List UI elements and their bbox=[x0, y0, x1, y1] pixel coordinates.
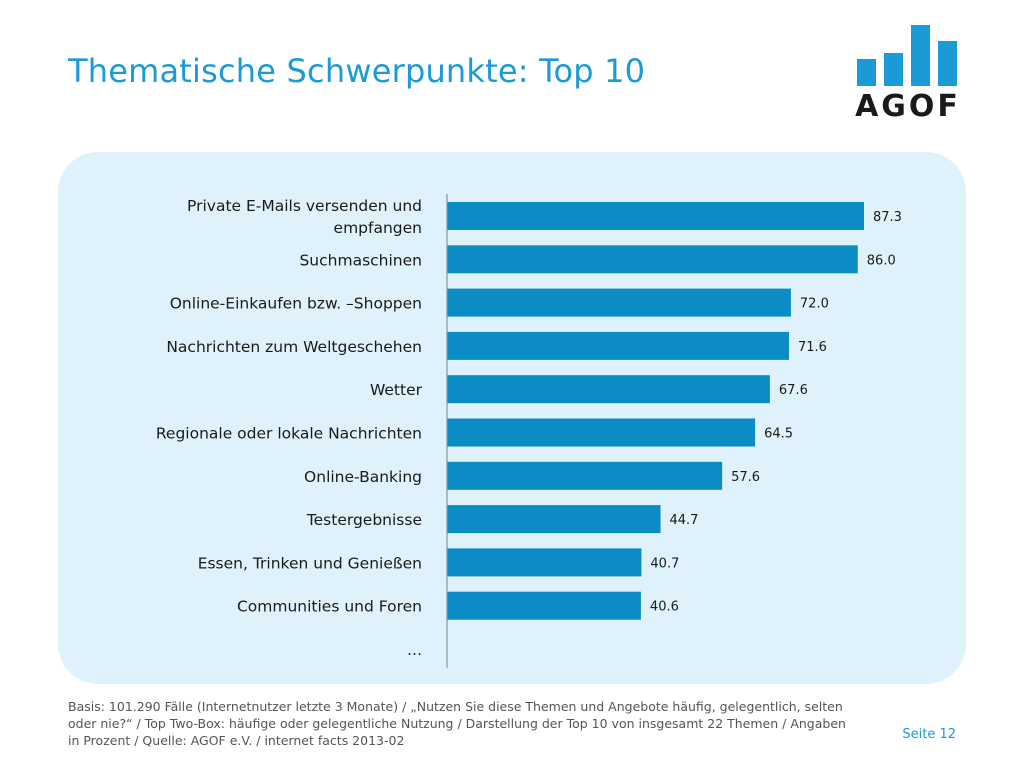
data-label: 71.6 bbox=[798, 340, 827, 355]
logo-text: AGOF bbox=[855, 89, 961, 124]
category-label: Communities und Foren bbox=[237, 598, 422, 616]
category-label: Regionale oder lokale Nachrichten bbox=[156, 425, 422, 443]
bar bbox=[447, 418, 756, 447]
bar bbox=[447, 288, 791, 317]
page-number: Seite 12 bbox=[902, 727, 956, 742]
bar-chart: 87.3 Private E-Mails versenden und empfang… bbox=[156, 194, 902, 668]
page-title: Thematische Schwerpunkte: Top 10 bbox=[68, 52, 646, 90]
logo-bar bbox=[938, 41, 957, 86]
logo-bar bbox=[857, 59, 876, 86]
bar bbox=[447, 375, 770, 404]
agof-logo: AGOF bbox=[852, 24, 964, 122]
footnote: Basis: 101.290 Fälle (Internetnutzer let… bbox=[68, 699, 846, 748]
bar bbox=[447, 461, 723, 490]
category-label: Suchmaschinen bbox=[299, 251, 422, 269]
data-label: 72.0 bbox=[800, 297, 829, 312]
bar bbox=[447, 245, 858, 274]
category-label-more: … bbox=[407, 641, 422, 659]
bar bbox=[447, 202, 864, 230]
bar bbox=[447, 591, 641, 620]
category-label: Online-Einkaufen bzw. –Shoppen bbox=[170, 295, 422, 313]
data-label: 64.5 bbox=[764, 427, 793, 442]
category-label: Testergebnisse bbox=[306, 511, 422, 529]
category-label: Wetter bbox=[370, 381, 423, 399]
data-label: 86.0 bbox=[867, 253, 896, 268]
logo-bar bbox=[884, 53, 903, 86]
bar bbox=[447, 505, 661, 534]
data-label: 40.7 bbox=[650, 556, 679, 571]
bar bbox=[447, 331, 790, 360]
data-label: 87.3 bbox=[873, 210, 902, 225]
bar bbox=[447, 548, 642, 577]
logo-bar bbox=[911, 25, 930, 86]
category-label: Essen, Trinken und Genießen bbox=[198, 554, 422, 572]
category-label: Online-Banking bbox=[304, 468, 422, 486]
data-label: 67.6 bbox=[779, 383, 808, 398]
category-label: Nachrichten zum Weltgeschehen bbox=[166, 338, 422, 356]
data-label: 44.7 bbox=[670, 513, 699, 528]
data-label: 40.6 bbox=[650, 600, 679, 615]
category-label: Private E-Mails versenden und empfangen bbox=[187, 197, 422, 237]
chart-panel: 87.3 Private E-Mails versenden und empfang… bbox=[58, 152, 966, 684]
data-label: 57.6 bbox=[731, 470, 760, 485]
